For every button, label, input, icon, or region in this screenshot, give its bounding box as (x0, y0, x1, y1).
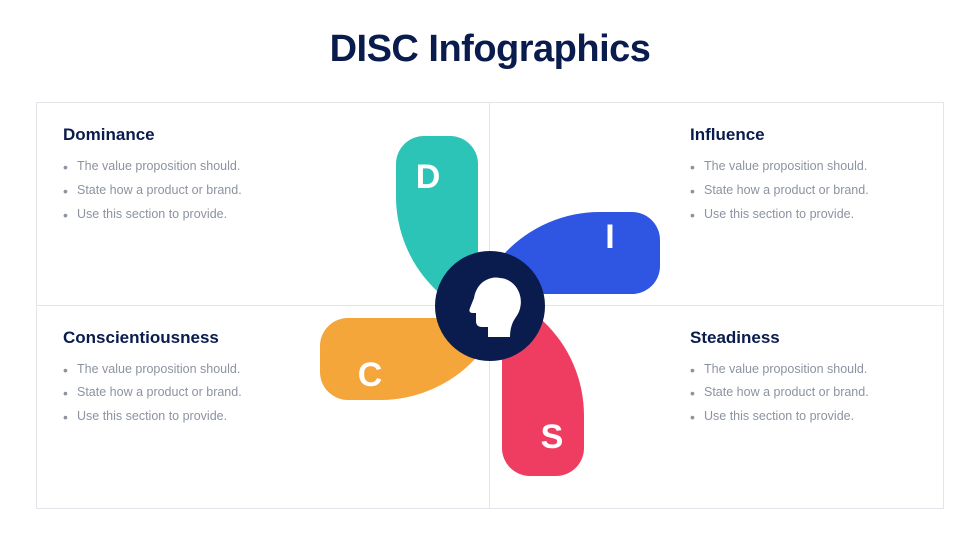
list-item: The value proposition should. (690, 155, 917, 179)
quadrant-bullets: The value proposition should. State how … (63, 358, 463, 429)
quadrant-heading: Conscientiousness (63, 328, 463, 348)
list-item: The value proposition should. (63, 358, 463, 382)
list-item: State how a product or brand. (63, 179, 463, 203)
quadrant-bullets: The value proposition should. State how … (690, 358, 917, 429)
page-title: DISC Infographics (0, 0, 980, 71)
quadrant-dominance: Dominance The value proposition should. … (37, 103, 490, 306)
list-item: Use this section to provide. (690, 203, 917, 227)
quadrant-heading: Dominance (63, 125, 463, 145)
quadrant-grid: Dominance The value proposition should. … (36, 102, 944, 509)
quadrant-heading: Influence (690, 125, 917, 145)
list-item: The value proposition should. (63, 155, 463, 179)
quadrant-bullets: The value proposition should. State how … (63, 155, 463, 226)
list-item: Use this section to provide. (63, 203, 463, 227)
quadrant-influence: Influence The value proposition should. … (490, 103, 943, 306)
quadrant-heading: Steadiness (690, 328, 917, 348)
list-item: State how a product or brand. (690, 179, 917, 203)
list-item: The value proposition should. (690, 358, 917, 382)
list-item: State how a product or brand. (690, 381, 917, 405)
list-item: Use this section to provide. (63, 405, 463, 429)
quadrant-steadiness: Steadiness The value proposition should.… (490, 306, 943, 509)
quadrant-conscientiousness: Conscientiousness The value proposition … (37, 306, 490, 509)
quadrant-bullets: The value proposition should. State how … (690, 155, 917, 226)
list-item: Use this section to provide. (690, 405, 917, 429)
list-item: State how a product or brand. (63, 381, 463, 405)
